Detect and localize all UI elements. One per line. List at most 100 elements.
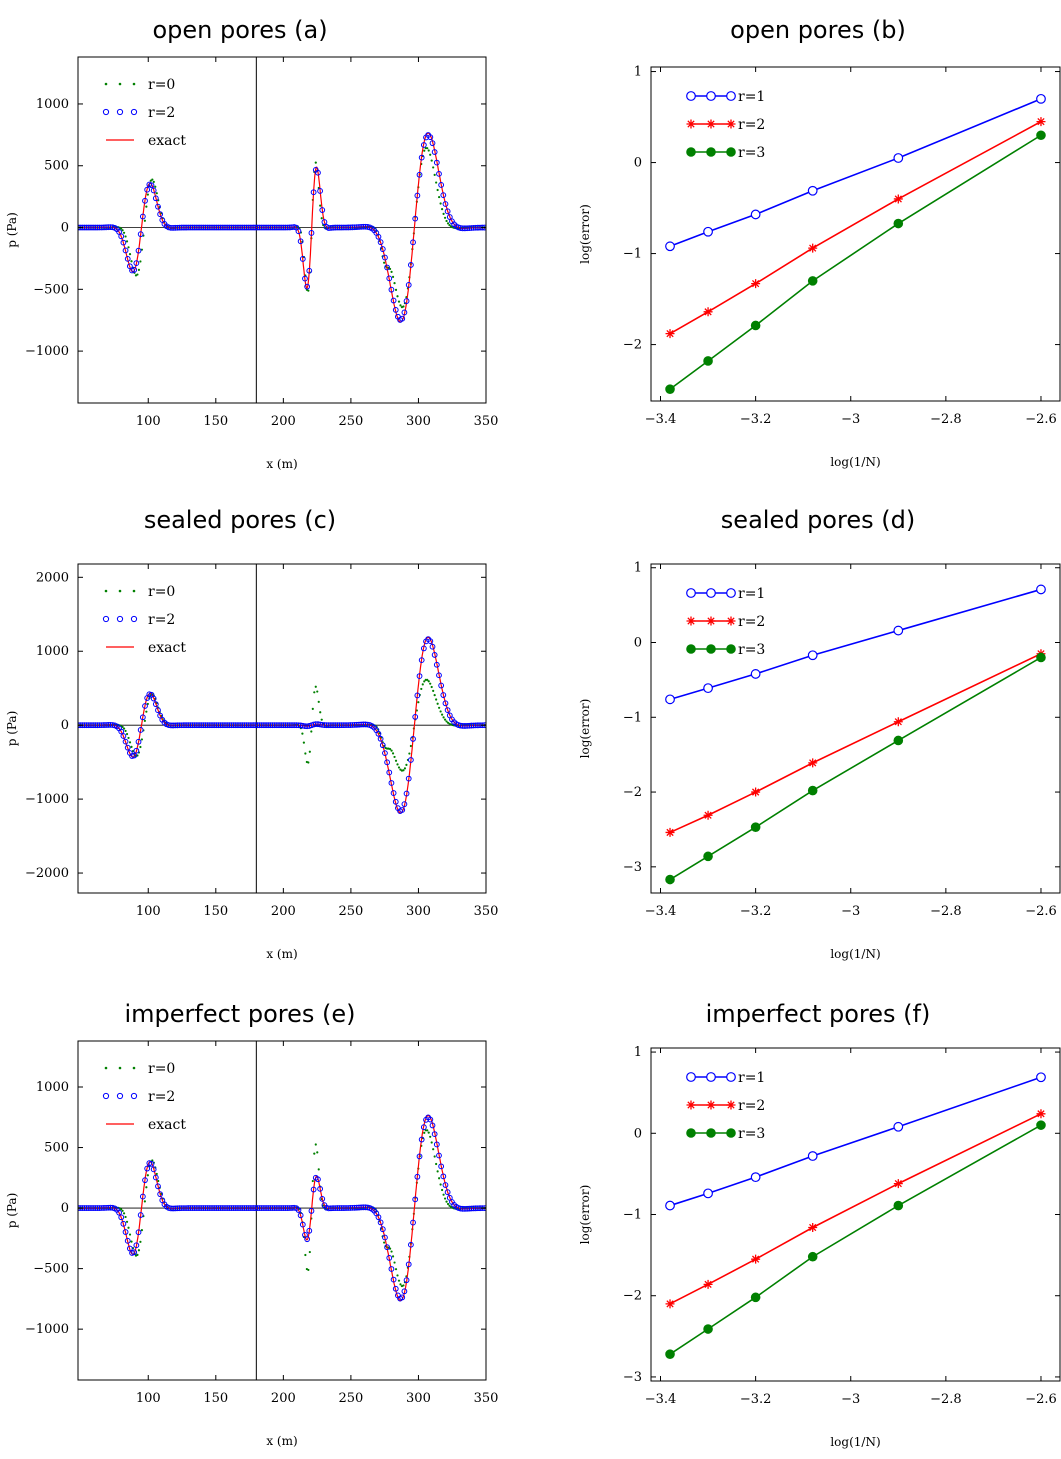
r2-point xyxy=(412,215,419,222)
r0-point xyxy=(301,732,304,735)
r2-point xyxy=(142,703,148,709)
r0-point xyxy=(145,205,148,208)
marker xyxy=(726,616,736,626)
marker xyxy=(726,91,736,101)
legend-marker xyxy=(118,82,122,86)
r0-point xyxy=(396,1274,399,1277)
y-tick-label: −1 xyxy=(623,247,642,262)
r2-point xyxy=(440,192,447,199)
x-tick-label: 100 xyxy=(136,1391,161,1406)
y-tick-label: 2000 xyxy=(36,570,69,585)
series-line xyxy=(669,1076,1042,1207)
r2-point xyxy=(403,298,410,304)
r2-point xyxy=(157,211,164,218)
r0-point xyxy=(146,193,149,196)
r0-point xyxy=(439,202,442,205)
r0-point xyxy=(314,685,317,688)
r0-point xyxy=(396,295,399,298)
r0-point xyxy=(136,273,139,276)
panel-title: open pores (a) xyxy=(152,16,327,44)
r0-point xyxy=(433,694,436,697)
marker xyxy=(706,644,716,654)
r0-point xyxy=(130,260,133,263)
r0-point xyxy=(409,744,412,748)
marker xyxy=(703,1324,713,1334)
legend-label: r=2 xyxy=(738,117,765,133)
r2-point xyxy=(418,657,425,664)
y-tick-label: 0 xyxy=(61,1201,69,1216)
r2-point xyxy=(418,154,425,161)
r0-point xyxy=(122,231,126,234)
x-tick-label: −2.6 xyxy=(1025,1392,1057,1407)
r2-point xyxy=(401,1288,408,1295)
r0-point xyxy=(408,752,411,755)
series-r2 xyxy=(665,649,1046,837)
plot-frame xyxy=(650,563,1061,894)
marker xyxy=(726,588,736,598)
r2-point xyxy=(429,1122,436,1129)
r0-point xyxy=(445,1200,448,1203)
legend: r=1 r=2 r=3 xyxy=(686,586,765,658)
r0-point xyxy=(157,1179,160,1183)
x-tick-label: 300 xyxy=(406,414,431,429)
r0-point xyxy=(127,1226,130,1229)
r0-point xyxy=(442,716,445,719)
marker xyxy=(751,1254,761,1264)
r0-point xyxy=(438,706,441,709)
r2-point xyxy=(319,207,326,213)
r2-point xyxy=(124,744,131,751)
r0-point xyxy=(125,240,129,243)
r0-point xyxy=(417,701,420,704)
r2-point xyxy=(319,1195,326,1202)
y-tick-label: 0 xyxy=(634,1126,642,1141)
legend-marker xyxy=(104,589,108,593)
r0-point xyxy=(438,195,441,199)
r0-point xyxy=(433,173,436,176)
r0-point xyxy=(420,687,423,691)
r0-point xyxy=(125,1220,129,1223)
legend-label: r=0 xyxy=(148,77,175,93)
r0-point xyxy=(121,1209,124,1212)
r2-point xyxy=(120,1220,127,1227)
r2-point xyxy=(291,1204,298,1211)
r2-point xyxy=(438,1163,445,1170)
r0-point xyxy=(128,741,132,744)
legend-label: exact xyxy=(148,640,186,656)
r0-point xyxy=(426,1129,429,1132)
r2-point xyxy=(436,672,442,679)
marker xyxy=(726,119,736,129)
x-tick-label: −2.8 xyxy=(930,904,962,919)
r2-point xyxy=(442,1182,449,1188)
r2-point xyxy=(390,790,397,796)
x-tick-label: 350 xyxy=(474,904,499,919)
plot-frame xyxy=(77,563,487,894)
panel-c: sealed pores (c) 100 150 200 250 300 350 −2000 −… xyxy=(5,506,498,961)
marker xyxy=(808,243,818,253)
y-tick-label: 1000 xyxy=(36,644,69,659)
series-r3 xyxy=(665,130,1046,394)
x-tick-label: −3 xyxy=(841,904,860,919)
r0-point xyxy=(121,725,124,729)
r0-point xyxy=(432,166,435,169)
legend-marker xyxy=(102,108,110,116)
legend-marker xyxy=(104,1066,108,1070)
series-r2 xyxy=(78,636,486,815)
r0-point xyxy=(130,1240,133,1243)
panel-b: open pores (b) −3.4 −3.2 −3 −2.8 −2.6 −2 −1 0 1 lo… xyxy=(578,16,1061,469)
r2-point xyxy=(122,1229,129,1235)
r0-point xyxy=(391,752,395,755)
r0-point xyxy=(439,1183,442,1186)
r0-point xyxy=(394,1268,398,1271)
r0-point xyxy=(393,1261,396,1264)
r2-point xyxy=(118,728,125,735)
y-tick-label: −3 xyxy=(623,1370,642,1385)
r2-point xyxy=(157,1191,164,1198)
y-tick-label: −2 xyxy=(623,785,642,800)
r0-point xyxy=(432,689,435,692)
r0-point xyxy=(390,270,393,273)
r2-point xyxy=(416,673,423,680)
r0-point xyxy=(137,268,141,272)
r2-point xyxy=(297,1212,304,1219)
legend-label: r=3 xyxy=(738,145,765,161)
